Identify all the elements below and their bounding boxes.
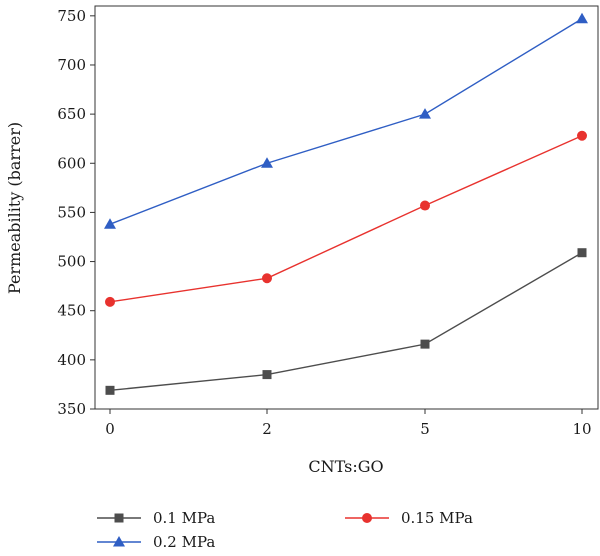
series-0 — [105, 248, 587, 395]
x-tick-label: 2 — [262, 420, 272, 438]
y-tick-label: 450 — [57, 302, 86, 320]
legend: 0.1 MPa 0.15 MPa 0.2 MPa — [97, 509, 473, 551]
data-point — [576, 12, 588, 24]
data-point — [419, 108, 431, 119]
data-point — [577, 248, 587, 258]
series-2 — [104, 12, 588, 229]
legend-item: 0.15 MPa — [345, 509, 473, 527]
legend-marker — [114, 513, 124, 523]
plot-frame — [94, 5, 599, 410]
series-line — [109, 135, 583, 303]
x-tick-label: 5 — [420, 420, 430, 438]
data-point — [105, 385, 115, 395]
data-point — [262, 273, 272, 284]
legend-label: 0.2 MPa — [153, 533, 215, 551]
data-point — [105, 296, 115, 307]
data-point — [262, 370, 272, 380]
y-tick-label: 350 — [57, 400, 86, 418]
legend-label: 0.1 MPa — [153, 509, 215, 527]
legend-marker — [113, 536, 125, 547]
x-axis: 0 2 5 10 — [105, 409, 592, 438]
x-tick-label: 0 — [105, 420, 115, 438]
series-line — [109, 18, 583, 225]
legend-item: 0.2 MPa — [97, 533, 215, 551]
y-tick-label: 500 — [57, 253, 86, 271]
y-tick-label: 550 — [57, 203, 86, 221]
x-axis-title: CNTs:GO — [308, 457, 383, 476]
data-point — [261, 157, 273, 168]
data-point — [577, 130, 587, 141]
series-1 — [105, 130, 587, 307]
data-point — [420, 339, 430, 349]
legend-item: 0.1 MPa — [97, 509, 215, 527]
y-tick-label: 650 — [57, 105, 86, 123]
legend-marker — [362, 513, 372, 523]
y-tick-label: 600 — [57, 154, 86, 172]
x-tick-label: 10 — [572, 420, 591, 438]
y-tick-label: 400 — [57, 351, 86, 369]
series-layer — [104, 12, 588, 395]
data-point — [420, 200, 430, 211]
y-tick-label: 700 — [57, 56, 86, 74]
series-line — [109, 252, 583, 392]
y-axis: 350 400 450 500 550 600 650 700 750 — [57, 7, 95, 418]
data-point — [104, 218, 116, 229]
y-axis-title: Permeability (barrer) — [5, 122, 24, 294]
y-tick-label: 750 — [57, 7, 86, 25]
legend-label: 0.15 MPa — [401, 509, 473, 527]
